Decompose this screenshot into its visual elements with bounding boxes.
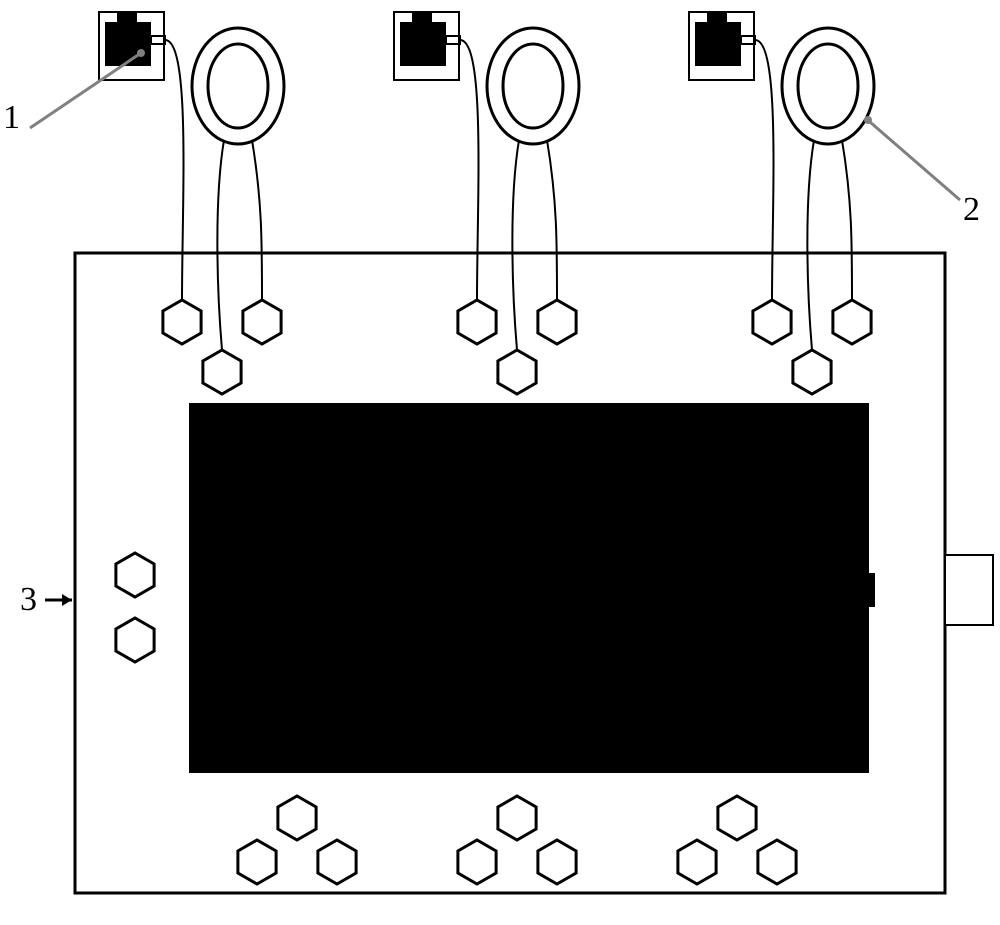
hex-left-1 (116, 618, 154, 662)
hex-top-8 (793, 350, 831, 394)
wire-ring-a (217, 140, 224, 350)
port-mask (946, 557, 948, 623)
display-screen (189, 403, 869, 773)
plug-tab (412, 12, 432, 24)
wire-plug (755, 40, 774, 300)
plug-tab (707, 12, 727, 24)
plug-pin (151, 36, 165, 44)
port-notch (865, 573, 875, 607)
hex-bottom-3 (498, 796, 536, 840)
plug-body (400, 22, 446, 66)
callout-2-line (870, 122, 960, 200)
hex-left-0 (116, 553, 154, 597)
callout-label: 2 (963, 191, 980, 228)
hex-top-5 (498, 350, 536, 394)
hex-bottom-0 (278, 796, 316, 840)
plug-body (105, 22, 151, 66)
plug-pin (741, 36, 755, 44)
wire-ring-b (547, 140, 557, 300)
sensor-unit-2 (689, 12, 874, 350)
side-port (945, 555, 993, 625)
hex-top-4 (538, 300, 576, 344)
wire-ring-a (807, 140, 814, 350)
plug-body (695, 22, 741, 66)
wire-plug (460, 40, 479, 300)
ring-inner (208, 44, 268, 128)
hex-top-0 (163, 300, 201, 344)
hex-bottom-8 (758, 840, 796, 884)
plug-tab (117, 12, 137, 24)
ring-inner (798, 44, 858, 128)
hex-bottom-2 (318, 840, 356, 884)
sensor-unit-1 (394, 12, 579, 350)
wire-ring-b (842, 140, 852, 300)
hex-bottom-5 (538, 840, 576, 884)
wire-ring-a (512, 140, 519, 350)
callout-2-head (864, 116, 872, 124)
callout-1-line (30, 55, 138, 128)
hex-top-6 (753, 300, 791, 344)
ring-inner (503, 44, 563, 128)
wire-ring-b (252, 140, 262, 300)
hex-top-7 (833, 300, 871, 344)
hex-top-3 (458, 300, 496, 344)
callout-1-head (137, 49, 145, 57)
wire-plug (165, 40, 184, 300)
hex-bottom-7 (678, 840, 716, 884)
hex-top-1 (243, 300, 281, 344)
hex-bottom-6 (718, 796, 756, 840)
plug-pin (446, 36, 460, 44)
hex-bottom-1 (238, 840, 276, 884)
diagram-canvas: 1 2 3 (0, 0, 1000, 925)
callout-3-arrowhead (62, 594, 72, 606)
hex-top-2 (203, 350, 241, 394)
callout-label: 3 (20, 581, 37, 618)
hex-bottom-4 (458, 840, 496, 884)
callout-label: 1 (3, 99, 20, 136)
